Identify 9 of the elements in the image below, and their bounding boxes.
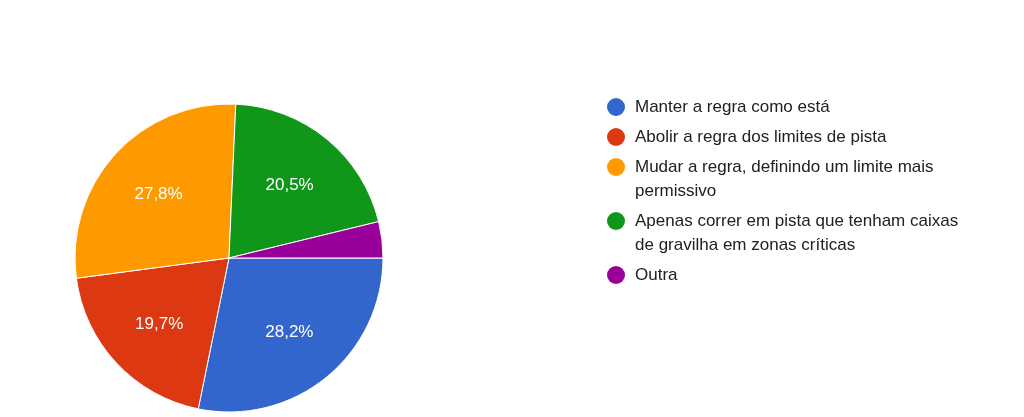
data-label: 27,8% [134,184,183,204]
data-label: 20,5% [265,174,314,194]
data-label: 19,7% [135,313,184,333]
legend-label: Apenas correr em pista que tenham caixas de gravilha em zonas críticas [635,210,960,256]
data-label: 28,2% [265,322,314,342]
legend-label: Abolir a regra dos limites de pista [635,126,888,148]
legend-label: Mudar a regra, definindo um limite mais permissivo [635,156,935,202]
legend-label: Manter a regra como está [635,96,831,118]
legend-label: Outra [635,264,679,286]
